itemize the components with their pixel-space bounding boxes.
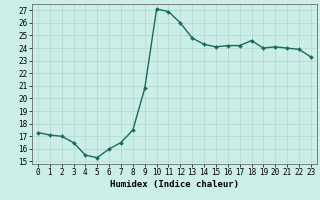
X-axis label: Humidex (Indice chaleur): Humidex (Indice chaleur) [110, 180, 239, 189]
